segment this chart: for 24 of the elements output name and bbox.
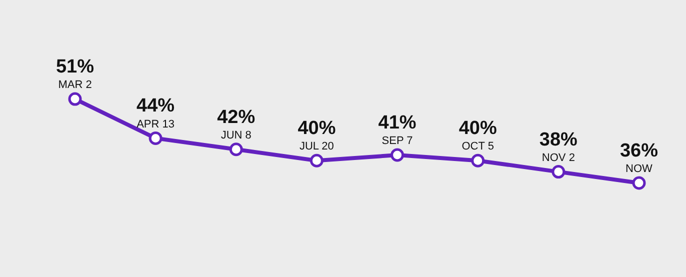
- x-tick-label: SEP 7: [382, 135, 413, 148]
- data-label: 36%: [620, 140, 658, 162]
- x-tick-label: NOV 2: [542, 152, 575, 164]
- data-label: 40%: [298, 118, 336, 140]
- data-label: 51%: [56, 56, 94, 78]
- point: [471, 154, 485, 168]
- point: [68, 92, 82, 106]
- point: [229, 142, 243, 156]
- point: [390, 148, 404, 162]
- data-label: 41%: [378, 112, 416, 134]
- point: [632, 176, 646, 190]
- x-tick-label: MAR 2: [58, 79, 92, 92]
- point: [552, 165, 566, 179]
- x-tick-label: APR 13: [136, 118, 175, 130]
- data-label: 40%: [458, 118, 497, 140]
- data-label: 38%: [539, 129, 578, 150]
- point: [148, 131, 162, 145]
- point: [310, 154, 324, 168]
- x-tick-label: JUL 20: [299, 140, 334, 153]
- data-label: 42%: [217, 106, 256, 128]
- x-tick-label: NOW: [626, 163, 654, 176]
- data-label: 44%: [136, 96, 175, 117]
- x-tick-label: OCT 5: [462, 140, 494, 153]
- x-tick-label: JUN 8: [220, 130, 252, 142]
